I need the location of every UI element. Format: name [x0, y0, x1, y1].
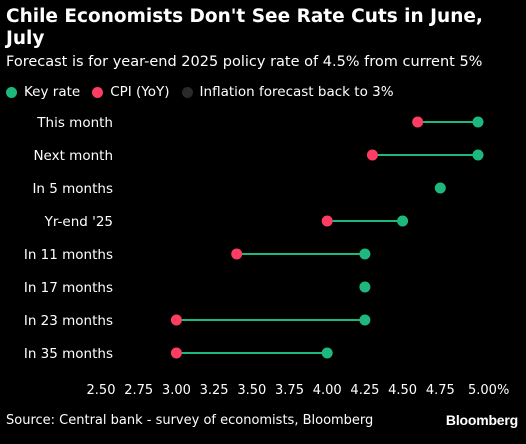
key-rate-point: [397, 215, 409, 227]
cpi-point: [366, 149, 378, 161]
key-rate-point: [321, 347, 333, 359]
x-tick-label: 4.00: [313, 383, 342, 398]
key-rate-point: [472, 116, 484, 128]
key-rate-point: [359, 314, 371, 326]
legend-swatch-key-rate: [6, 86, 17, 98]
legend: Key rate CPI (YoY) Inflation forecast ba…: [6, 84, 406, 100]
x-tick-label: 2.50: [87, 383, 116, 398]
legend-swatch-cpi: [92, 86, 104, 98]
legend-item-cpi: CPI (YoY): [92, 84, 170, 100]
category-label: In 23 months: [24, 313, 113, 329]
legend-label-cpi: CPI (YoY): [110, 84, 170, 100]
bloomberg-logo: Bloomberg: [445, 412, 518, 428]
key-rate-point: [359, 281, 371, 293]
x-tick-label: 3.75: [275, 383, 304, 398]
category-label: Next month: [33, 148, 113, 164]
key-rate-point: [434, 182, 446, 194]
category-label: In 17 months: [24, 280, 113, 296]
legend-item-inflation-forecast: Inflation forecast back to 3%: [181, 84, 394, 100]
x-tick-label: 4.50: [388, 383, 417, 398]
category-labels: This month Next month In 5 months Yr-end '2…: [24, 115, 113, 362]
source-note: Source: Central bank - survey of economi…: [6, 413, 374, 428]
legend-label-key-rate: Key rate: [24, 84, 81, 100]
legend-label-inflation-forecast: Inflation forecast back to 3%: [199, 84, 394, 100]
legend-swatch-inflation-forecast: [181, 86, 193, 98]
category-label: In 11 months: [24, 247, 113, 263]
cpi-point: [170, 347, 182, 359]
x-tick-label: 3.50: [237, 383, 266, 398]
key-rate-point: [359, 248, 371, 260]
key-rate-point: [472, 149, 484, 161]
chart-title: Chile Economists Don't See Rate Cuts in …: [6, 6, 483, 49]
x-tick-label: 3.25: [200, 383, 229, 398]
x-tick-label: 4.25: [350, 383, 379, 398]
category-label: This month: [36, 115, 113, 131]
cpi-point: [321, 215, 333, 227]
x-tick-label: 3.00: [162, 383, 191, 398]
x-tick-label: 2.75: [124, 383, 153, 398]
legend-item-key-rate: Key rate: [6, 84, 80, 100]
category-label: In 35 months: [24, 346, 113, 362]
cpi-point: [170, 314, 182, 326]
cpi-point: [231, 248, 243, 260]
category-label: Yr-end '25: [44, 214, 113, 230]
x-tick-label: 4.75: [426, 383, 455, 398]
x-tick-label: 5.00%: [468, 383, 509, 398]
cpi-point: [412, 116, 424, 128]
chart-subtitle: Forecast is for year-end 2025 policy rat…: [6, 54, 483, 70]
category-label: In 5 months: [32, 181, 113, 197]
dumbbell-chart: This month Next month In 5 months Yr-end '2…: [24, 115, 509, 398]
